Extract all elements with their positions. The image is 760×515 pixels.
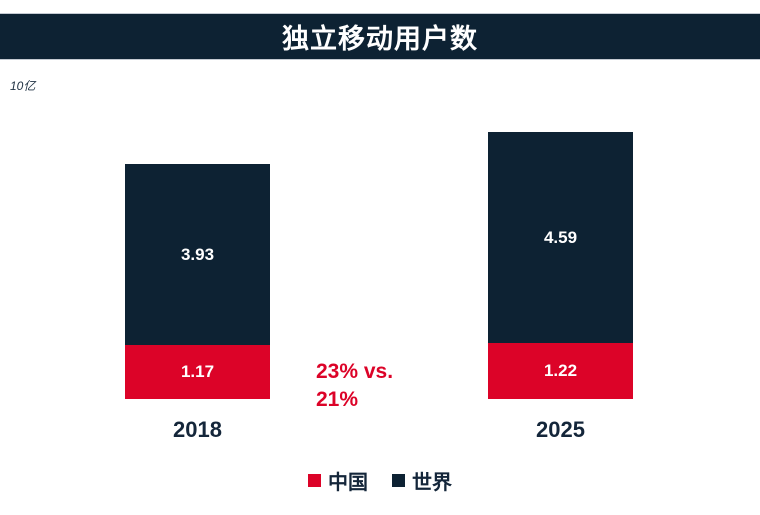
segment-value-label: 1.17 [180, 362, 215, 381]
category-label-2018: 2018 [173, 417, 222, 442]
legend-swatch-world-icon [392, 474, 405, 487]
unit-label: 10亿 [10, 79, 36, 93]
legend-label-world: 世界 [412, 472, 452, 494]
bar-segment-china-2018: 1.17 [125, 345, 270, 399]
legend-item-world: 世界 [392, 466, 452, 495]
legend-item-china: 中国 [308, 466, 368, 495]
legend-swatch-china-icon [308, 474, 321, 487]
bar-segment-world-2018: 3.93 [125, 164, 270, 345]
chart-title: 独立移动用户数 [282, 24, 478, 54]
category-label-2025: 2025 [536, 417, 585, 442]
bar-2018: 3.93 1.17 [125, 164, 270, 399]
share-annotation-line-2: 21% [316, 388, 359, 411]
segment-value-label: 1.22 [543, 361, 578, 380]
segment-value-label: 4.59 [543, 227, 578, 247]
chart-title-bar: 独立移动用户数 [0, 13, 760, 60]
segment-value-label: 3.93 [180, 244, 215, 264]
chart-legend: 中国 世界 [0, 466, 760, 495]
bar-segment-world-2025: 4.59 [488, 132, 633, 343]
share-annotation-line-1: 23% vs. [316, 360, 394, 383]
legend-label-china: 中国 [328, 472, 368, 494]
bar-segment-china-2025: 1.22 [488, 343, 633, 399]
share-annotation: 23% vs. 21% [316, 358, 393, 414]
bar-2025: 4.59 1.22 [488, 132, 633, 399]
